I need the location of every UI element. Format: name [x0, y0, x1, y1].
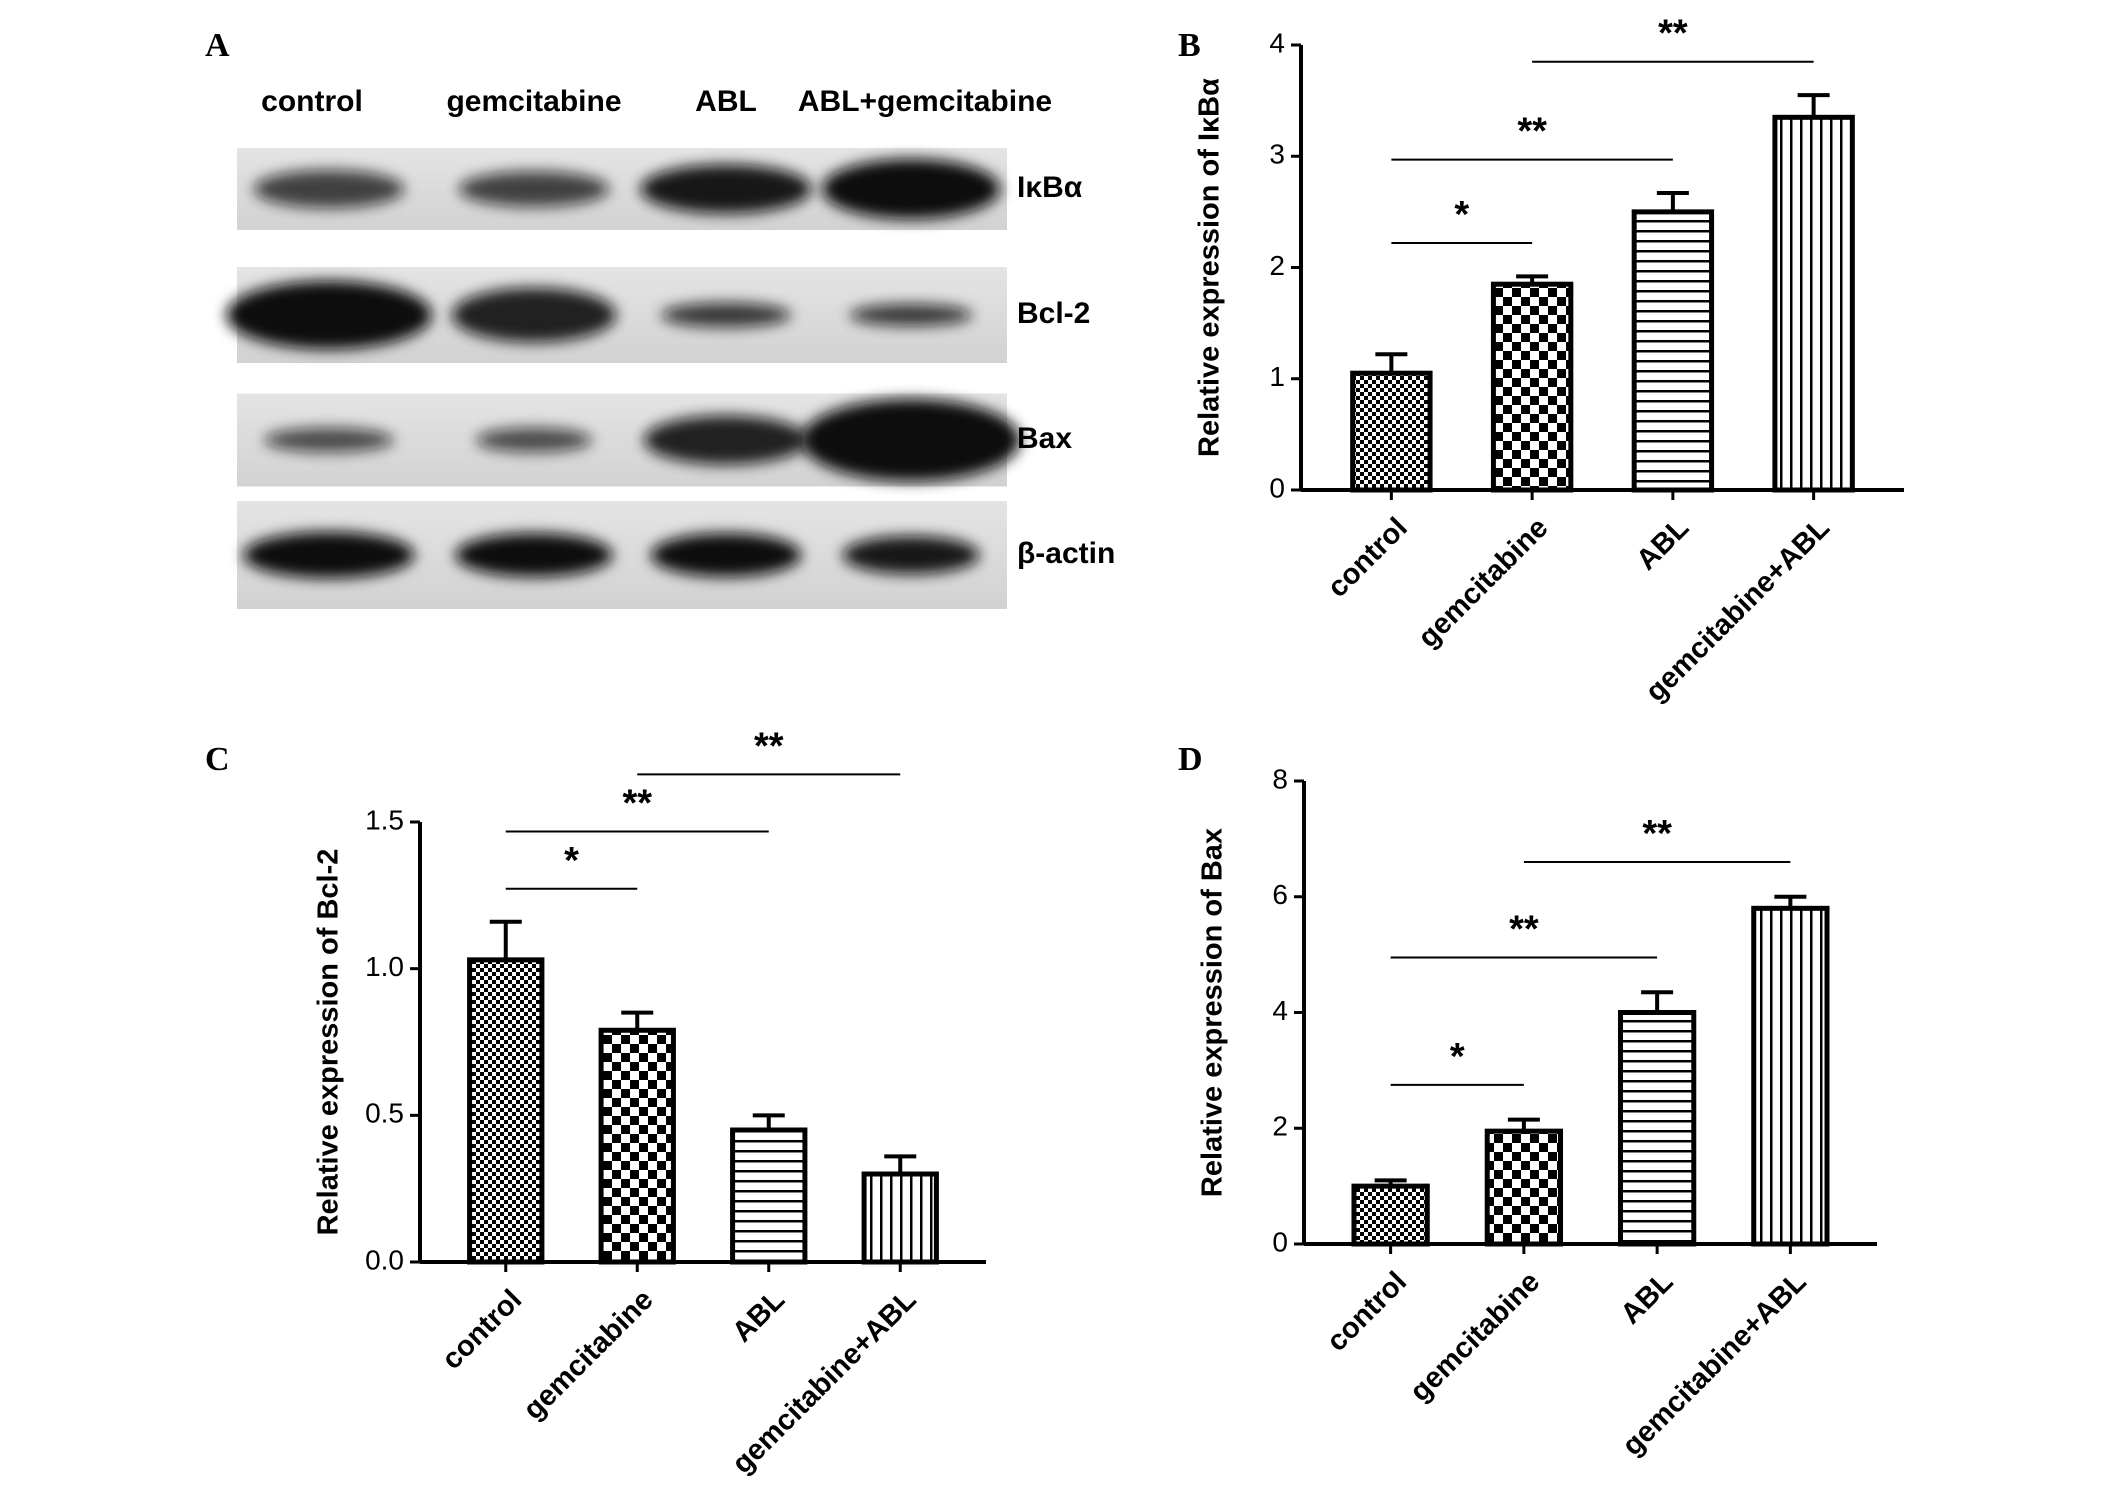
significance-label: ** — [1517, 111, 1547, 153]
y-tick-label: 1 — [1269, 361, 1285, 392]
panel-label: B — [1178, 27, 1201, 64]
band — [842, 535, 980, 575]
bar-chart: D Relative expression of Bax 0 2 4 6 8 controlg… — [1178, 741, 1877, 1462]
lane-label: ABL+gemcitabine — [798, 85, 1052, 118]
y-tick-label: 0 — [1272, 1226, 1288, 1257]
bar — [467, 957, 545, 1265]
x-tick-label: ABL — [1630, 512, 1695, 577]
lane-label: gemcitabine — [446, 85, 621, 118]
band — [455, 533, 613, 577]
band — [849, 304, 973, 326]
band — [650, 533, 802, 577]
y-axis-label: Relative expression of Bcl-2 — [313, 849, 345, 1236]
x-tick-label: ABL — [726, 1284, 791, 1349]
bar — [1484, 1128, 1564, 1247]
band — [226, 280, 432, 350]
bar — [1772, 114, 1855, 493]
x-tick-label: gemcitabine — [1412, 512, 1554, 654]
band — [458, 171, 610, 207]
panel-label: D — [1178, 741, 1203, 778]
y-tick-label: 2 — [1269, 250, 1285, 281]
lane-label: ABL — [695, 85, 757, 118]
significance-label: * — [1454, 194, 1469, 236]
y-axis-label: Relative expression of Bax — [1197, 828, 1229, 1197]
x-tick-label: control — [436, 1284, 528, 1376]
x-tick-label: gemcitabine — [1404, 1266, 1546, 1408]
band — [451, 287, 617, 343]
bar — [730, 1127, 808, 1265]
band — [475, 427, 593, 453]
band — [243, 531, 415, 579]
y-tick-label: 1.5 — [365, 804, 404, 835]
bar — [861, 1171, 939, 1265]
protein-label: IκBα — [1017, 171, 1083, 204]
bar — [598, 1027, 676, 1265]
y-tick-label: 8 — [1272, 763, 1288, 794]
bar — [1351, 1183, 1430, 1247]
bar — [1631, 209, 1715, 493]
panel-label: C — [205, 741, 230, 778]
significance-label: ** — [1658, 13, 1688, 55]
bar — [1617, 1010, 1697, 1247]
bar — [1751, 905, 1830, 1247]
panel-label: A — [205, 27, 230, 64]
western-blot: control gemcitabine ABL ABL+gemcitabine IκBα… — [226, 85, 1115, 609]
bar — [1490, 281, 1574, 493]
y-tick-label: 2 — [1272, 1111, 1288, 1142]
band — [660, 302, 792, 328]
band — [263, 427, 395, 453]
bar — [1350, 370, 1433, 493]
band — [640, 164, 812, 214]
band — [253, 169, 405, 209]
significance-label: * — [1450, 1036, 1465, 1078]
x-tick-label: control — [1322, 512, 1414, 604]
y-tick-label: 4 — [1269, 27, 1285, 58]
lane-label: control — [261, 85, 363, 118]
bar-chart: B Relative expression of IκBα 0 1 2 3 4 control… — [1178, 13, 1904, 708]
bar-chart: C Relative expression of Bcl-2 0.0 0.5 1.0 1.… — [205, 725, 986, 1480]
x-tick-label: gemcitabine — [517, 1284, 659, 1426]
y-tick-label: 1.0 — [365, 951, 404, 982]
y-tick-label: 0.5 — [365, 1098, 404, 1129]
protein-label: Bax — [1017, 422, 1072, 455]
significance-label: ** — [622, 783, 652, 825]
band — [643, 415, 809, 465]
band — [801, 398, 1021, 482]
significance-label: ** — [754, 725, 784, 767]
protein-label: β-actin — [1017, 537, 1115, 570]
y-tick-label: 3 — [1269, 139, 1285, 170]
x-tick-label: ABL — [1615, 1266, 1680, 1331]
x-tick-label: control — [1321, 1266, 1413, 1358]
y-tick-label: 0.0 — [365, 1244, 404, 1275]
y-axis-label: Relative expression of IκBα — [1194, 78, 1226, 457]
protein-label: Bcl-2 — [1017, 297, 1090, 330]
significance-label: ** — [1642, 813, 1672, 855]
y-tick-label: 0 — [1269, 472, 1285, 503]
y-tick-label: 6 — [1272, 879, 1288, 910]
y-tick-label: 4 — [1272, 995, 1288, 1026]
significance-label: ** — [1509, 909, 1539, 951]
significance-label: * — [564, 840, 579, 882]
band — [821, 158, 1001, 220]
